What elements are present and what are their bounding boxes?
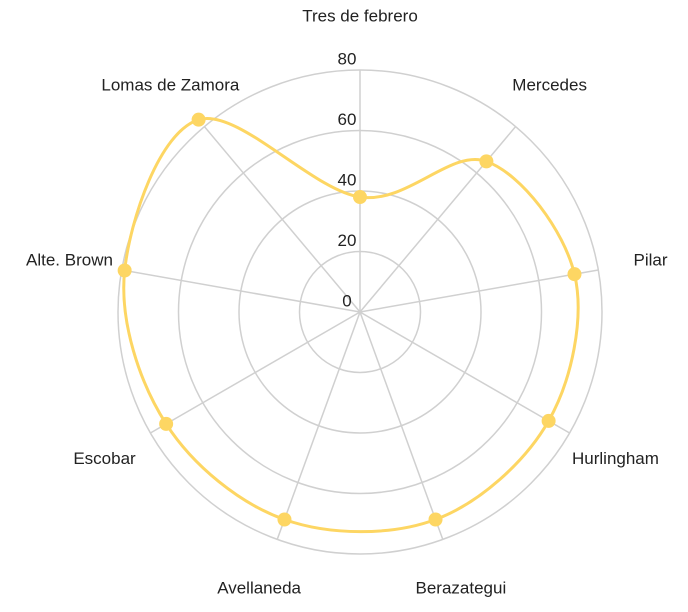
point — [541, 413, 556, 428]
r-tick-label: 40 — [338, 170, 357, 189]
spoke — [359, 126, 517, 313]
r-tick-label: 20 — [338, 231, 357, 250]
r-tick-label: 80 — [338, 49, 357, 68]
point — [353, 190, 367, 205]
category-label: Hurlingham — [572, 449, 659, 468]
category-label: Avellaneda — [217, 579, 301, 598]
spoke — [150, 311, 361, 434]
r-tick-label: 0 — [342, 291, 351, 310]
category-label: Tres de febrero — [302, 6, 418, 25]
point — [117, 263, 132, 278]
r-tick-label: 60 — [338, 110, 357, 129]
category-label: Berazategui — [416, 579, 507, 598]
spoke — [203, 126, 361, 313]
category-label: Mercedes — [512, 76, 587, 95]
spoke — [276, 311, 361, 540]
point — [428, 512, 443, 527]
series-line — [122, 116, 580, 534]
point — [191, 112, 206, 127]
point — [277, 512, 292, 527]
category-label: Lomas de Zamora — [101, 76, 239, 95]
spoke — [359, 269, 599, 313]
spoke — [359, 311, 444, 540]
category-label: Pilar — [634, 250, 668, 269]
spoke — [359, 311, 570, 434]
point — [567, 267, 582, 282]
category-label: Escobar — [73, 449, 136, 468]
category-label: Alte. Brown — [26, 250, 113, 269]
point — [159, 416, 174, 431]
spoke — [121, 269, 361, 313]
point — [479, 154, 494, 169]
